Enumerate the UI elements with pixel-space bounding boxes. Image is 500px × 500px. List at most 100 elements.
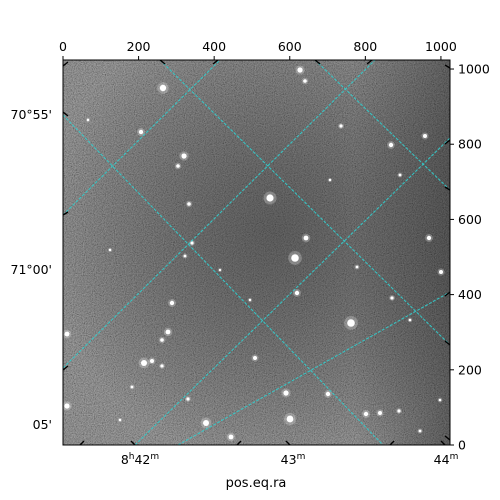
- top-axis-tick-label: 800: [353, 39, 377, 54]
- star: [291, 254, 299, 262]
- top-pixel-axis: 0 200 400 600 800 1000: [59, 39, 457, 60]
- right-axis-tick-label: 600: [458, 212, 482, 227]
- star: [439, 270, 443, 274]
- star: [160, 364, 164, 368]
- wcs-tick: [444, 186, 451, 191]
- grid-line: [134, 137, 450, 445]
- star: [408, 318, 412, 322]
- right-pixel-axis: 0 200 400 600 800 1000: [450, 62, 490, 453]
- wcs-tick: [444, 64, 451, 69]
- star: [218, 268, 222, 272]
- star: [438, 398, 442, 402]
- grid-line: [63, 60, 376, 369]
- dec-tick-label-71-00: 71°00': [11, 262, 53, 277]
- star: [169, 300, 175, 306]
- ra-tick-label-43: 43m: [281, 452, 306, 467]
- wcs-tick: [130, 440, 136, 446]
- star: [159, 84, 167, 92]
- star: [108, 248, 112, 252]
- star: [347, 319, 355, 327]
- top-axis-tick-label: 600: [278, 39, 302, 54]
- wcs-tick: [62, 365, 69, 371]
- wcs-tick: [440, 440, 446, 446]
- star: [297, 67, 303, 73]
- star: [130, 385, 134, 389]
- wcs-tick: [159, 59, 166, 65]
- grid-line: [159, 60, 450, 346]
- grid-line: [63, 60, 221, 216]
- star: [203, 420, 209, 426]
- wcs-tick: [389, 440, 395, 446]
- star: [228, 434, 234, 440]
- star: [176, 164, 180, 168]
- star: [390, 296, 394, 300]
- star: [150, 359, 154, 363]
- wcs-tick: [444, 291, 451, 297]
- star: [165, 329, 171, 335]
- star: [283, 390, 289, 396]
- star: [141, 360, 147, 366]
- star: [286, 415, 294, 423]
- world-coordinate-ticks: [62, 59, 451, 446]
- top-axis-tick-label: 200: [127, 39, 151, 54]
- star: [426, 235, 432, 241]
- star-field: [63, 65, 445, 442]
- star: [418, 429, 422, 433]
- star: [303, 79, 307, 83]
- star: [423, 134, 427, 138]
- wcs-tick: [366, 59, 373, 65]
- grid-line: [177, 291, 450, 445]
- top-axis-tick-label: 0: [59, 39, 67, 54]
- right-axis-tick-label: 200: [458, 362, 482, 377]
- star: [187, 202, 191, 206]
- star: [64, 403, 70, 409]
- right-axis-tick-label: 800: [458, 137, 482, 152]
- star: [118, 418, 122, 422]
- wcs-tick: [62, 211, 69, 216]
- grid-line: [63, 114, 384, 445]
- right-axis-tick-label: 1000: [458, 62, 490, 77]
- star: [160, 338, 164, 342]
- star: [398, 173, 402, 177]
- star: [181, 153, 187, 159]
- star: [294, 290, 300, 296]
- star: [303, 235, 309, 241]
- top-axis-tick-label: 1000: [425, 39, 457, 54]
- star: [355, 265, 359, 269]
- star: [397, 409, 401, 413]
- wcs-tick: [444, 139, 451, 145]
- star: [253, 356, 257, 360]
- x-axis-title: pos.eq.ra: [226, 476, 287, 491]
- star: [138, 129, 144, 135]
- right-axis-tick-label: 0: [458, 438, 466, 453]
- star: [363, 411, 369, 417]
- wcs-tick: [285, 440, 291, 446]
- sky-image: [63, 60, 450, 445]
- wcs-tick: [444, 435, 451, 441]
- star: [325, 391, 331, 397]
- star: [266, 194, 274, 202]
- wcs-tick: [236, 440, 242, 446]
- star: [64, 331, 70, 337]
- wcs-tick: [444, 340, 451, 346]
- ra-tick-label-42: 8h42m: [121, 452, 159, 467]
- star: [86, 118, 90, 122]
- star: [388, 142, 394, 148]
- star: [328, 178, 332, 182]
- top-axis-tick-label: 400: [202, 39, 226, 54]
- wcs-tick: [212, 59, 219, 65]
- right-axis-tick-label: 400: [458, 287, 482, 302]
- plot-frame: [62, 59, 451, 446]
- star: [248, 298, 252, 302]
- star: [339, 124, 343, 128]
- dec-tick-label-05: 05': [33, 417, 52, 432]
- wcs-tick: [62, 61, 69, 67]
- star: [186, 397, 190, 401]
- star: [190, 241, 194, 245]
- star: [378, 411, 382, 415]
- coordinate-grid: [63, 60, 450, 445]
- star: [183, 254, 187, 258]
- wcs-tick: [314, 59, 321, 65]
- wcs-tick: [62, 111, 69, 117]
